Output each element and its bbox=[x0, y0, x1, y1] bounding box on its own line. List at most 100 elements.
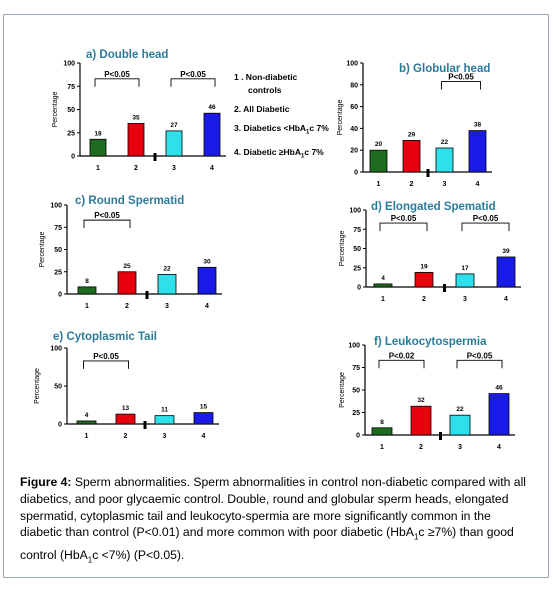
p-value-label: P<0.05 bbox=[94, 211, 120, 220]
axis-break bbox=[143, 421, 147, 429]
axis-break bbox=[439, 432, 442, 440]
y-axis-label: Percentage bbox=[39, 231, 46, 267]
p-value-label: P<0.05 bbox=[448, 73, 474, 82]
data-label: 4 bbox=[381, 275, 385, 282]
y-axis-label: Percentage bbox=[34, 368, 41, 404]
bar bbox=[193, 412, 214, 425]
y-tick-label: 25 bbox=[54, 269, 62, 276]
figure-panel: a) Double head Percentage 0 25 50 75 100 18 1 35 2… bbox=[3, 14, 549, 578]
y-tick-label: 0 bbox=[71, 154, 75, 161]
category-label: 4 bbox=[504, 296, 508, 303]
significance-bracket bbox=[94, 78, 140, 87]
bar bbox=[197, 266, 217, 295]
data-label: 27 bbox=[170, 122, 178, 129]
figure-caption: Figure 4: Sperm abnormalities. Sperm abn… bbox=[20, 475, 527, 565]
category-label: 1 bbox=[380, 444, 384, 451]
bar-charts: a) Double headPercentage0255075100181352… bbox=[34, 49, 521, 451]
bar bbox=[449, 414, 471, 436]
chart-title: f) Leukocytospermia bbox=[374, 336, 487, 348]
caption-text: Sperm abnormalities. Sperm abnormalities… bbox=[20, 475, 527, 540]
y-tick-label: 0 bbox=[58, 292, 62, 299]
legend-item: controls bbox=[248, 85, 282, 95]
y-tick-label: 0 bbox=[357, 285, 361, 292]
bar bbox=[115, 413, 136, 425]
data-label: 20 bbox=[375, 141, 383, 148]
category-label: 3 bbox=[172, 165, 176, 172]
category-label: 4 bbox=[476, 181, 480, 188]
significance-bracket bbox=[83, 360, 129, 369]
chart-c: c) Round Spermatid Percentage 0 25 50 75 100 8 1… bbox=[39, 195, 222, 310]
data-label: 46 bbox=[495, 385, 503, 392]
significance-bracket bbox=[378, 359, 425, 369]
chart-e: e) Cytoplasmic TailPercentage05010041132… bbox=[34, 331, 219, 440]
significance-bracket bbox=[441, 81, 481, 90]
y-tick-label: 0 bbox=[58, 422, 62, 429]
y-tick-label: 20 bbox=[350, 148, 358, 155]
p-value-label: P<0.05 bbox=[391, 214, 417, 223]
axis-break bbox=[426, 169, 430, 177]
bar bbox=[157, 274, 177, 295]
p-value-label: P<0.05 bbox=[467, 351, 493, 360]
category-label: 1 bbox=[377, 181, 381, 188]
data-label: 22 bbox=[441, 139, 449, 146]
axis-break bbox=[443, 284, 446, 292]
category-label: 2 bbox=[124, 433, 128, 440]
data-label: 18 bbox=[94, 130, 102, 137]
caption-label: Figure 4: bbox=[20, 475, 72, 489]
y-tick-label: 100 bbox=[50, 203, 62, 210]
significance-bracket bbox=[170, 78, 216, 87]
p-value-label: P<0.05 bbox=[473, 214, 499, 223]
y-tick-label: 50 bbox=[353, 246, 361, 253]
data-label: 4 bbox=[85, 412, 89, 419]
legend-item: 3. Diabetics <HbA1c 7% bbox=[234, 123, 329, 136]
data-label: 8 bbox=[380, 419, 384, 426]
y-tick-label: 50 bbox=[54, 247, 62, 254]
data-label: 22 bbox=[163, 265, 171, 272]
legend-item: 1 . Non-diabetic bbox=[234, 72, 298, 82]
data-label: 15 bbox=[200, 404, 208, 411]
y-axis-label: Percentage bbox=[337, 99, 344, 135]
bar bbox=[435, 147, 454, 173]
legend: 1 . Non-diabetic controls 2. All Diabeti… bbox=[234, 71, 329, 163]
bar bbox=[89, 138, 107, 157]
data-label: 8 bbox=[85, 278, 89, 285]
chart-title: e) Cytoplasmic Tail bbox=[53, 331, 157, 343]
data-label: 38 bbox=[474, 122, 482, 129]
y-tick-label: 50 bbox=[54, 384, 62, 391]
axis-break bbox=[153, 153, 157, 161]
significance-bracket bbox=[83, 219, 131, 229]
category-label: 2 bbox=[422, 296, 426, 303]
category-label: 1 bbox=[85, 433, 89, 440]
significance-bracket bbox=[379, 222, 428, 232]
y-tick-label: 0 bbox=[354, 170, 358, 177]
data-label: 22 bbox=[456, 406, 464, 413]
data-label: 11 bbox=[161, 407, 168, 414]
category-label: 3 bbox=[165, 303, 169, 310]
category-label: 2 bbox=[419, 444, 423, 451]
chart-f: f) Leukocytospermia Percentage 0 25 50 75 100 8… bbox=[339, 336, 515, 451]
y-tick-label: 75 bbox=[353, 227, 361, 234]
data-label: 29 bbox=[408, 131, 416, 138]
bar bbox=[154, 415, 175, 425]
significance-bracket bbox=[456, 359, 503, 369]
significance-bracket bbox=[461, 222, 510, 232]
y-axis-label: Percentage bbox=[52, 91, 59, 127]
category-label: 4 bbox=[210, 165, 214, 172]
category-label: 3 bbox=[458, 444, 462, 451]
bar bbox=[488, 393, 510, 436]
category-label: 4 bbox=[205, 303, 209, 310]
legend-item: 4. Diabetic ≥HbA1c 7% bbox=[234, 146, 324, 160]
bar bbox=[468, 130, 487, 173]
y-tick-label: 100 bbox=[63, 61, 75, 68]
y-tick-label: 60 bbox=[350, 104, 358, 111]
data-label: 13 bbox=[122, 405, 130, 412]
data-label: 46 bbox=[208, 104, 216, 111]
category-label: 1 bbox=[96, 165, 100, 172]
category-label: 1 bbox=[85, 303, 89, 310]
category-label: 2 bbox=[134, 165, 138, 172]
y-axis-label: Percentage bbox=[339, 230, 346, 266]
data-label: 17 bbox=[461, 265, 469, 272]
chart-b: b) Globular head Percentage 0 20 40 60 80 100 20… bbox=[337, 61, 492, 188]
y-tick-label: 25 bbox=[67, 130, 75, 137]
category-label: 2 bbox=[125, 303, 129, 310]
